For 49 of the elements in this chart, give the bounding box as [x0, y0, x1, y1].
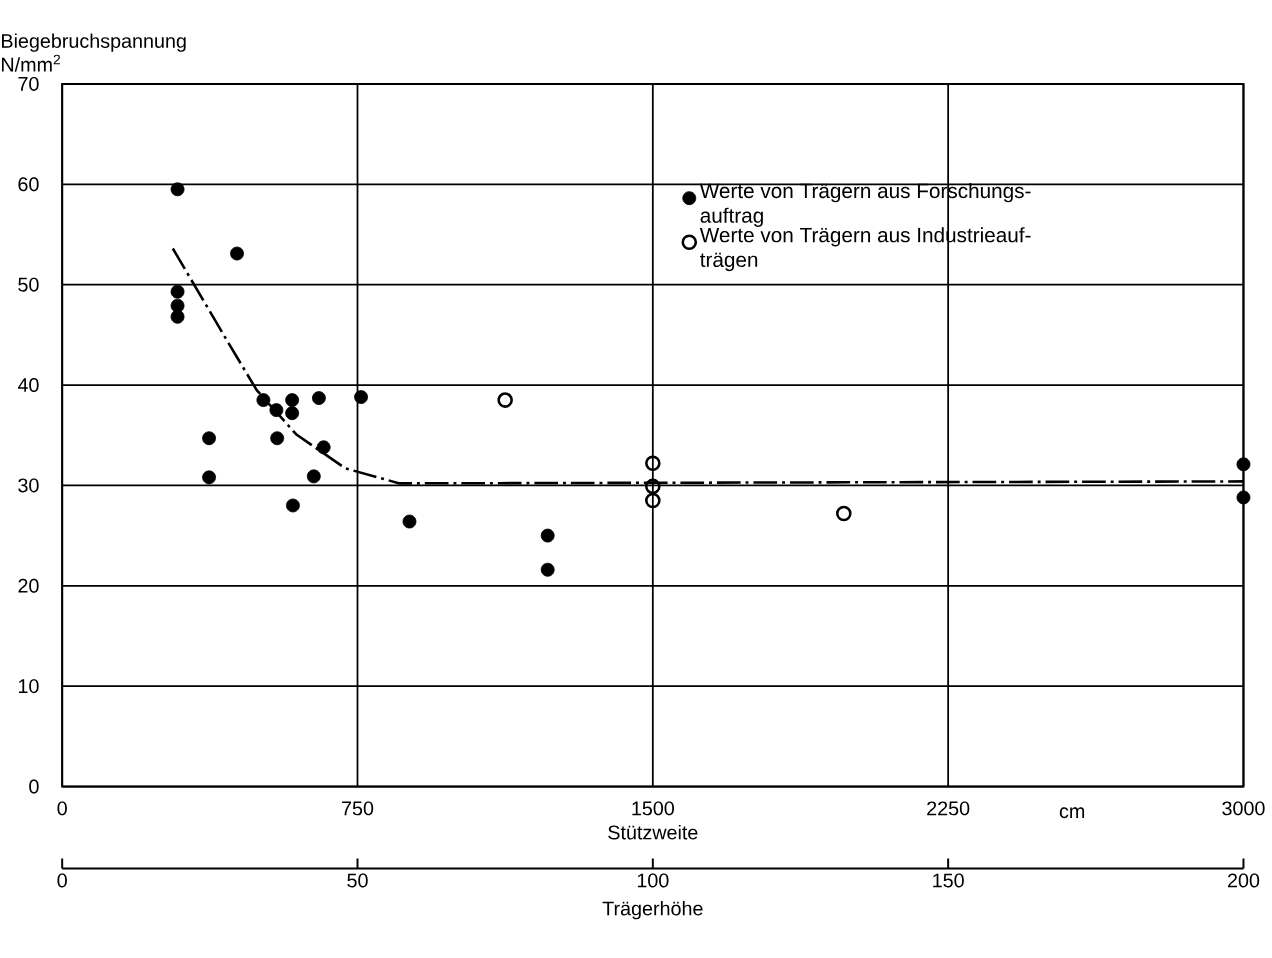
- x2-tick-label: 0: [57, 873, 67, 888]
- y-tick-label: 0: [29, 779, 39, 794]
- x-tick-label: 0: [57, 801, 67, 816]
- point: [230, 246, 244, 261]
- point: [402, 514, 417, 529]
- text: cm: [1059, 807, 1085, 819]
- point: [270, 431, 285, 446]
- point: [1236, 490, 1251, 505]
- point: [202, 431, 216, 446]
- y-axis-title: Biegebruchspannung N/mm$^{2}$: [2, 33, 186, 72]
- point: [497, 392, 513, 408]
- x-tick-label: 1500: [632, 801, 675, 816]
- y-tick-label: 70: [18, 76, 39, 91]
- x2-tick-label: 200: [1227, 873, 1260, 888]
- x-tick-label: 2250: [927, 801, 970, 816]
- point: [170, 309, 185, 324]
- point: [256, 393, 271, 407]
- point: [1236, 457, 1251, 472]
- point: [354, 390, 368, 404]
- y-tick-label: 50: [18, 277, 39, 292]
- x2-tick-label: 50: [347, 873, 368, 888]
- y-tick-label: 30: [18, 478, 39, 493]
- point: [202, 470, 216, 485]
- x-tick-label: 3000: [1222, 801, 1265, 816]
- point: [645, 478, 661, 495]
- x2-tick-label: 100: [637, 873, 669, 888]
- x-tick-label: 750: [342, 801, 374, 816]
- point: [835, 505, 852, 522]
- point: [170, 284, 185, 299]
- x2-tick-label: 150: [933, 873, 964, 888]
- point: [316, 440, 331, 455]
- point: [540, 562, 555, 577]
- point: [269, 403, 284, 417]
- point: [645, 492, 661, 509]
- point: [306, 469, 321, 484]
- x2-axis-title: Trägerhöhe: [602, 900, 703, 920]
- x-axis-title: Stützweite: [608, 824, 698, 840]
- y-tick-label: 10: [18, 679, 39, 694]
- y-tick-label: 20: [18, 578, 39, 593]
- y-tick-label: 40: [17, 377, 39, 392]
- y-tick-label: 60: [18, 177, 39, 192]
- point: [170, 298, 185, 313]
- point: [285, 393, 300, 407]
- point: [312, 391, 326, 405]
- point: [286, 498, 300, 513]
- point: [645, 455, 661, 471]
- point: [540, 528, 555, 543]
- point: [170, 182, 185, 197]
- point: [285, 406, 300, 420]
